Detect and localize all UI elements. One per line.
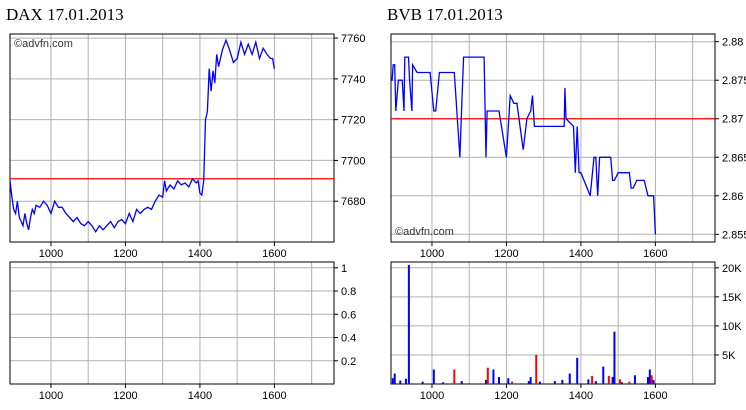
volume-bar-up [602,366,605,384]
volume-bar-up [561,379,564,384]
y-tick-label: 20K [722,263,742,275]
volume-bar-down [511,381,514,384]
y-tick-label: 10K [722,321,742,333]
volume-bar-up [648,369,651,384]
volume-bar-up [568,373,571,384]
y-tick-label: 0.2 [341,356,356,368]
bvb-price-panel: 1000 1200 1400 1600 2.855 2.86 2.865 2.87 2.875 2… [390,33,746,260]
y-tick-label: 0.6 [341,309,356,321]
dax-chart-title: DAX 17.01.2013 [6,5,124,24]
volume-bar-up [399,380,402,384]
y-tick-label: 2.86 [722,191,743,203]
y-tick-label: 0.8 [341,286,356,298]
y-tick-label: 7720 [341,115,365,127]
y-tick-label: 7740 [341,74,365,86]
x-tick-label: 1200 [113,248,137,260]
x-tick-label: 1600 [262,390,286,402]
volume-bar-down [486,367,489,384]
y-tick-label: 7680 [341,196,365,208]
price-series-line [10,38,276,234]
plot-frame [9,33,335,243]
x-tick-label: 1000 [39,390,63,402]
watermark-text: ©advfn.com [395,226,454,238]
y-tick-label: 2.87 [722,114,743,126]
y-tick-label: 5K [722,350,736,362]
volume-bar-up [507,378,510,384]
bvb-volume-panel: 1000 1200 1400 1600 5K 10K 15K 20K [390,261,742,402]
volume-bar-up [404,378,407,384]
volume-bar-up [620,382,623,384]
volume-bar-up [484,379,487,384]
plot-frame [390,33,716,243]
x-tick-label: 1400 [188,248,212,260]
volume-bar-up [611,377,614,384]
y-tick-label: 7760 [341,33,365,45]
volume-bar-down [453,369,456,384]
volume-bar-up [576,357,579,384]
bvb-chart-title: BVB 17.01.2013 [387,5,503,24]
volume-bar-up [421,381,424,384]
y-tick-label: 7700 [341,155,365,167]
volume-bar-up [393,373,396,384]
watermark-text: ©advfn.com [14,38,73,50]
x-tick-label: 1200 [113,390,137,402]
x-tick-label: 1600 [643,390,667,402]
price-series-line [391,56,657,235]
x-tick-label: 1400 [569,248,593,260]
volume-bar-up [407,264,410,384]
x-tick-label: 1200 [494,390,518,402]
volume-bar-up [652,379,655,384]
volume-bar-up [613,331,616,384]
dax-volume-panel: 1000 1200 1400 1600 0.2 0.4 0.6 0.8 1 [9,261,356,402]
x-tick-label: 1600 [262,248,286,260]
x-tick-label: 1000 [420,390,444,402]
volume-bar-up [498,377,500,384]
y-tick-label: 0.4 [341,333,356,345]
y-tick-label: 2.855 [722,229,746,241]
volume-bar-up [432,369,435,384]
volume-bar-up [594,381,597,384]
y-tick-label: 2.875 [722,75,746,87]
volume-bar-up [460,381,463,384]
volume-bar-up [646,377,649,384]
y-tick-label: 15K [722,292,742,304]
x-tick-label: 1600 [643,248,667,260]
x-tick-label: 1000 [420,248,444,260]
volume-bar-down [535,354,538,384]
y-tick-label: 2.88 [722,37,743,49]
dax-price-panel: 1000 1200 1400 1600 7680 7700 7720 7740 7760 ©adv… [9,33,365,260]
plot-frame [390,261,716,385]
plot-frame [9,261,335,385]
volume-bar-up [538,381,541,384]
volume-bar-up [442,382,445,384]
x-tick-label: 1400 [188,390,212,402]
volume-bar-up [587,379,590,384]
volume-bar-up [529,377,532,384]
volume-bar-down [619,379,622,384]
y-tick-label: 2.865 [722,152,746,164]
volume-bar-up [391,378,394,384]
x-tick-label: 1200 [494,248,518,260]
x-tick-label: 1400 [569,390,593,402]
volume-bar-down [650,375,653,384]
volume-bar-up [633,375,636,384]
volume-bar-down [607,375,610,384]
volume-bar-up [553,381,556,384]
volume-bar-down [591,375,594,384]
x-tick-label: 1000 [39,248,63,260]
volume-bar-down [628,381,631,384]
volume-bar-up [492,369,495,384]
volume-bar-up [527,381,530,384]
y-tick-label: 1 [341,263,347,275]
